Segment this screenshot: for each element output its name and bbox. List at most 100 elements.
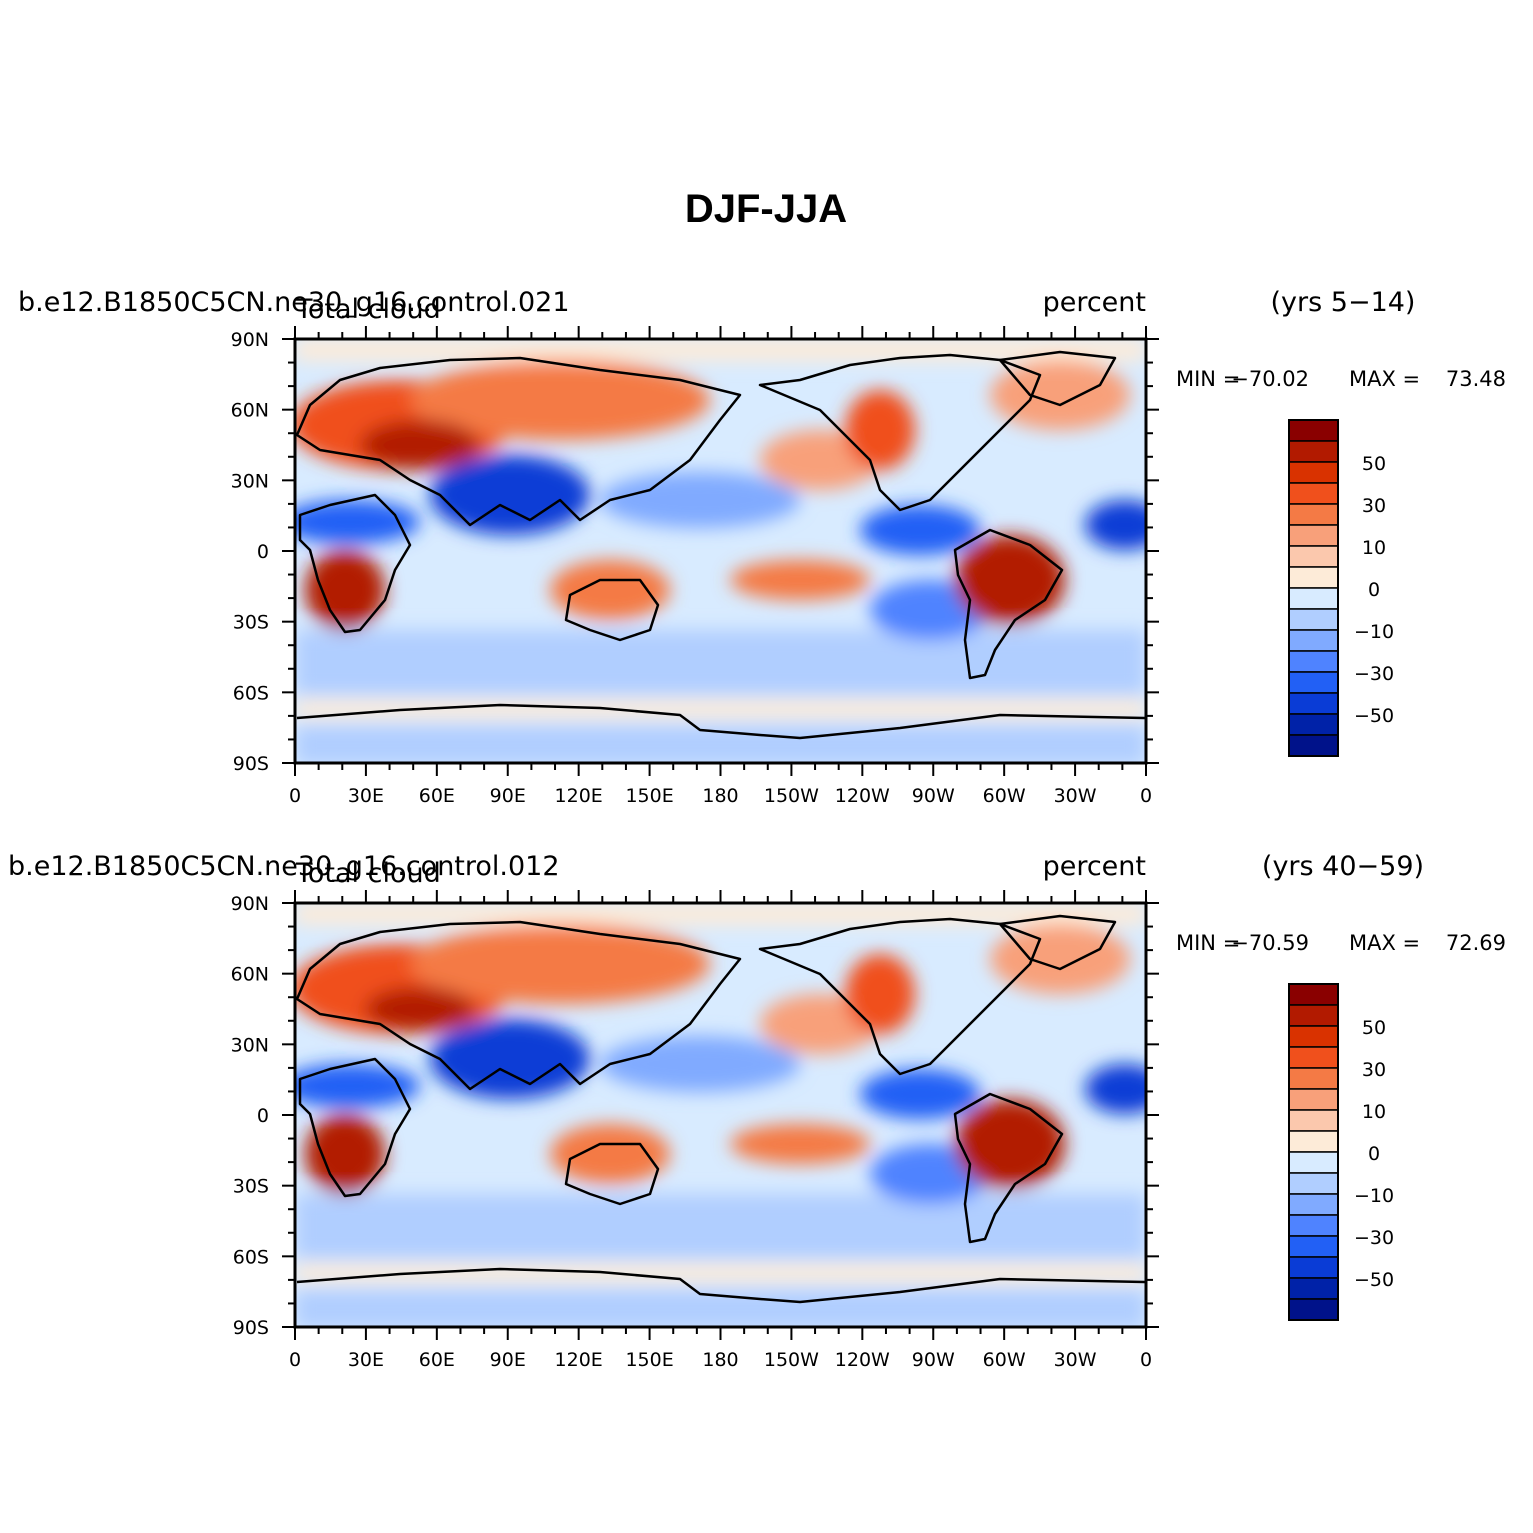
colorbar-label: −50: [1354, 1269, 1394, 1291]
figure-title: DJF-JJA: [685, 187, 847, 231]
field-blob: [295, 1194, 1146, 1259]
colorbar-swatch: [1288, 1067, 1339, 1090]
colorbar-frame: [1288, 983, 1339, 1321]
colorbar-label: −10: [1354, 621, 1394, 643]
y-tick-label: 30S: [233, 1176, 269, 1198]
x-tick-label: 120E: [555, 785, 603, 807]
case-name: b.e12.B1850C5CN.ne30_g16.control.021: [18, 287, 570, 318]
colorbar-swatch: [1288, 503, 1339, 526]
colorbar-swatch: [1288, 1046, 1339, 1069]
coastline-eurasia: [295, 356, 742, 527]
colorbar-label: 10: [1362, 1101, 1386, 1123]
y-tick-label: 0: [257, 541, 269, 563]
coastline-north-america: [758, 353, 1042, 512]
colorbar-label: 30: [1362, 1059, 1386, 1081]
x-tick-label: 60E: [419, 785, 455, 807]
x-tick-label: 60W: [983, 1349, 1026, 1371]
coastlines: [295, 350, 1146, 740]
y-tick-label: 90S: [233, 753, 269, 775]
x-tick-label: 90E: [490, 1349, 526, 1371]
x-tick-label: 90W: [912, 1349, 955, 1371]
coastline-australia: [564, 578, 660, 642]
y-tick-label: 60S: [233, 682, 269, 704]
colorbar-swatch: [1288, 587, 1339, 610]
x-tick-label: 180: [702, 1349, 738, 1371]
x-tick-label: 0: [1140, 785, 1152, 807]
colorbar-label: 30: [1362, 495, 1386, 517]
field-blob: [305, 550, 385, 630]
field-blob: [360, 420, 480, 470]
x-tick-label: 0: [1140, 1349, 1152, 1371]
x-tick-label: 30W: [1054, 1349, 1097, 1371]
field-blob: [295, 500, 420, 544]
y-tick-label: 60S: [233, 1246, 269, 1268]
colorbar-swatch: [1288, 419, 1339, 442]
panel-1: b.e12.B1850C5CN.ne30_g16.control.021 Tot…: [18, 287, 1506, 807]
x-tick-label: 30W: [1054, 785, 1097, 807]
colorbar-label: 10: [1362, 537, 1386, 559]
field-blob: [990, 360, 1130, 430]
x-tick-label: 30E: [348, 1349, 384, 1371]
field-blob: [410, 924, 710, 1004]
min-value: −70.02: [1231, 367, 1309, 391]
colorbar-swatch: [1288, 461, 1339, 484]
colorbar-swatch: [1288, 482, 1339, 505]
coastline-greenland: [998, 350, 1117, 407]
y-tick-label: 0: [257, 1105, 269, 1127]
colorbar-frame: [1288, 419, 1339, 757]
coastlines: [295, 914, 1146, 1304]
colorbar-swatch: [1288, 713, 1339, 736]
colorbar: 50 30 10 0 −10 −30 −50: [1288, 983, 1394, 1321]
x-tick-label: 0: [289, 1349, 301, 1371]
colorbar-swatch: [1288, 440, 1339, 463]
coastline-antarctica: [296, 703, 1146, 740]
field-blob: [730, 560, 870, 600]
colorbar-swatch: [1288, 1298, 1339, 1321]
field-blob: [600, 1036, 800, 1092]
field-blob: [1085, 1064, 1146, 1114]
coastline-eurasia: [295, 920, 742, 1091]
colorbar-label: 50: [1362, 453, 1386, 475]
colorbar-label: 0: [1368, 579, 1380, 601]
field-blob: [860, 1069, 980, 1119]
panel-2: b.e12.B1850C5CN.ne30_g16.control.012 Tot…: [8, 851, 1506, 1371]
colorbar-swatch: [1288, 545, 1339, 568]
colorbar-swatch: [1288, 524, 1339, 547]
max-label: MAX =: [1349, 367, 1420, 391]
field-blob: [860, 505, 980, 555]
colorbar-swatch: [1288, 1235, 1339, 1258]
x-tick-label: 150W: [764, 1349, 819, 1371]
y-tick-label: 60N: [231, 400, 269, 422]
colorbar-swatch: [1288, 1088, 1339, 1111]
colorbar-swatch: [1288, 1109, 1339, 1132]
y-tick-label: 30N: [231, 1034, 269, 1056]
colorbar-label: −30: [1354, 663, 1394, 685]
colorbar-swatch: [1288, 1004, 1339, 1027]
units-label: percent: [1043, 287, 1146, 318]
variable-name: Total cloud: [295, 294, 441, 325]
colorbar-swatch: [1288, 1277, 1339, 1300]
field-blob: [845, 954, 915, 1034]
colorbar-label: −50: [1354, 705, 1394, 727]
colorbar-swatch: [1288, 629, 1339, 652]
field-blob: [550, 560, 670, 620]
colorbar-swatch: [1288, 650, 1339, 673]
field-blob: [990, 924, 1130, 994]
max-value: 73.48: [1446, 367, 1506, 391]
coastline-south-america: [953, 528, 1064, 680]
colorbar-label: −30: [1354, 1227, 1394, 1249]
field-blob: [550, 1124, 670, 1184]
max-label: MAX =: [1349, 931, 1420, 955]
field-blob: [955, 535, 1065, 625]
min-label: MIN =: [1176, 367, 1240, 391]
x-tick-label: 90W: [912, 785, 955, 807]
field-blob: [295, 1064, 420, 1108]
field-blob: [365, 987, 475, 1031]
coastline-africa: [298, 493, 412, 634]
colorbar-swatch: [1288, 1193, 1339, 1216]
colorbar-swatch: [1288, 1172, 1339, 1195]
colorbar-swatch: [1288, 608, 1339, 631]
x-tick-label: 0: [289, 785, 301, 807]
field-blob: [430, 1019, 590, 1099]
